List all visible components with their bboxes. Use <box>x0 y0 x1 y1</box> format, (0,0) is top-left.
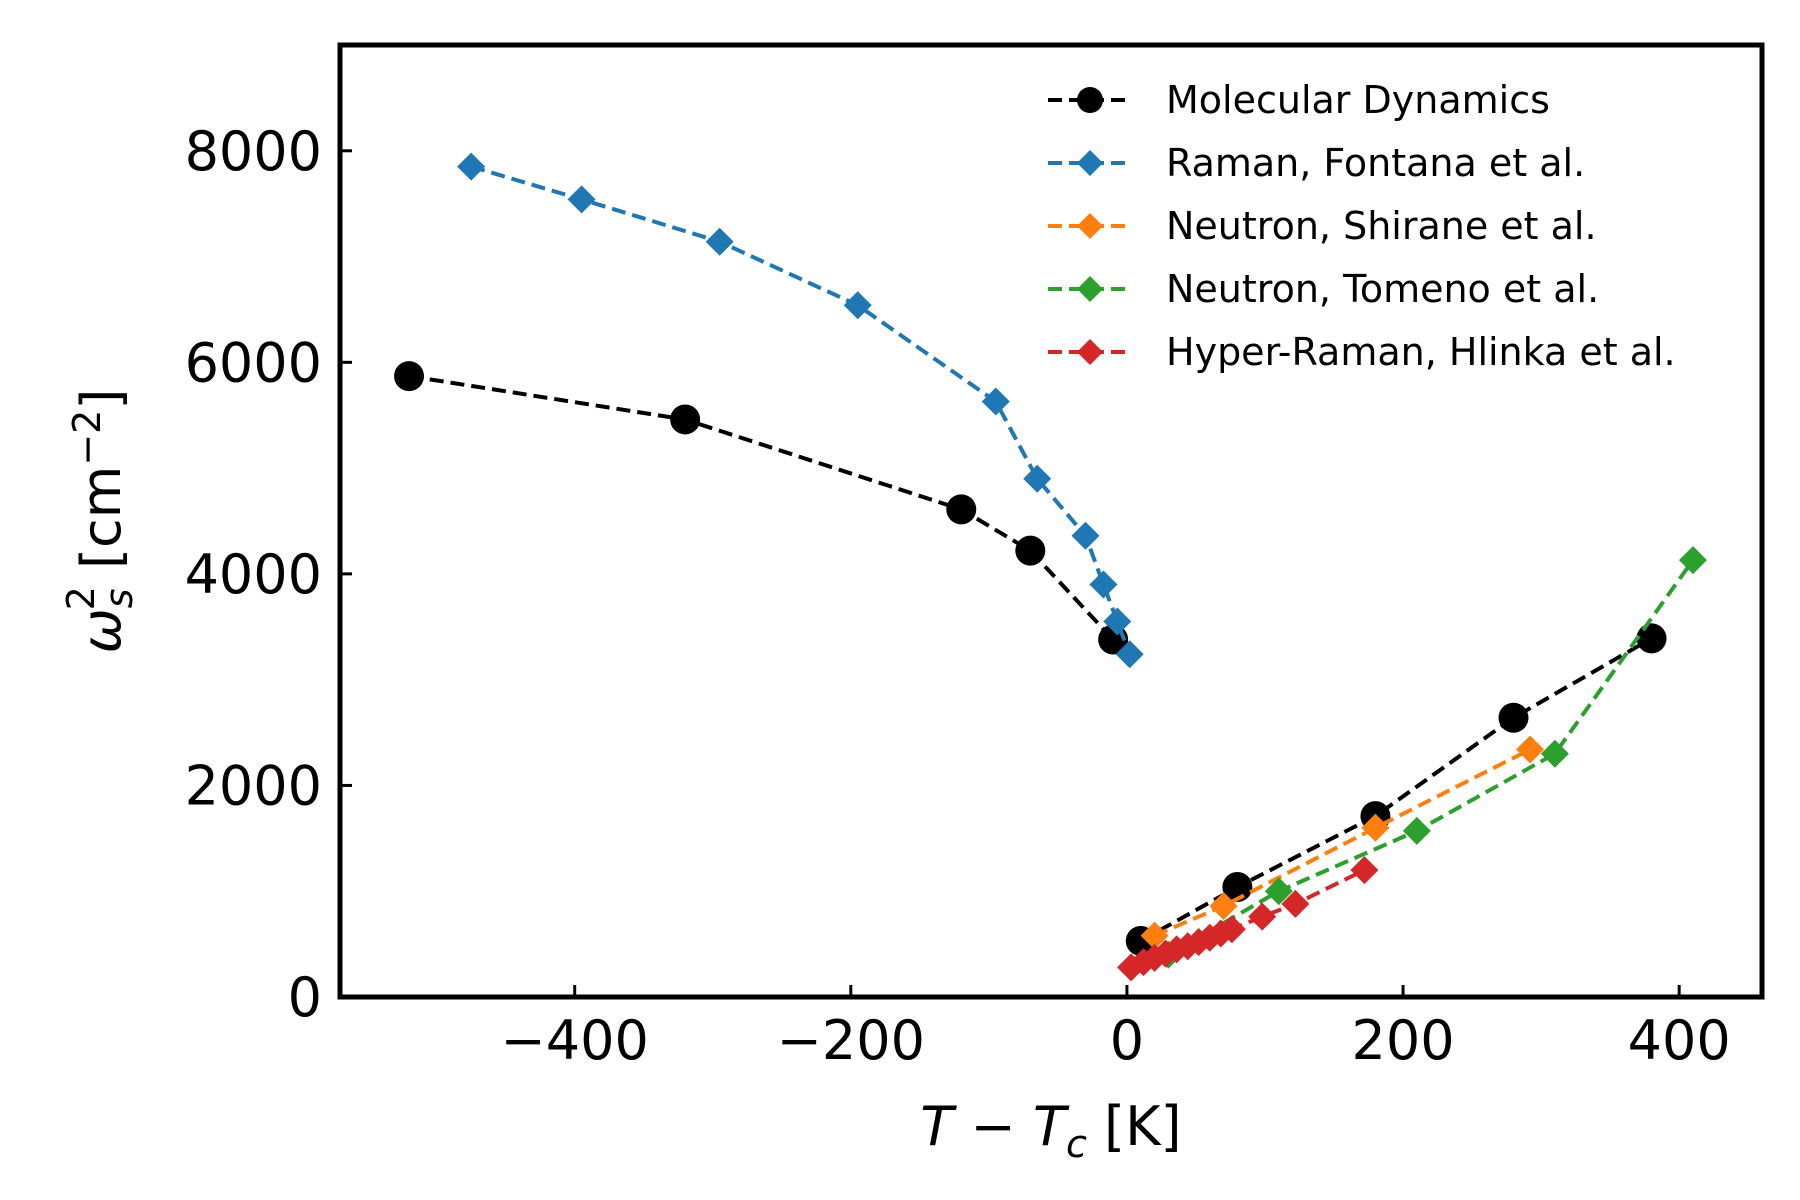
y-tick-label: 0 <box>288 966 322 1029</box>
legend-label: Neutron, Tomeno et al. <box>1166 267 1599 311</box>
data-point <box>567 185 596 214</box>
series-raman-fontana-et-al <box>457 152 1144 669</box>
legend-marker <box>1077 87 1103 113</box>
data-point <box>670 404 701 435</box>
legend-item: Molecular Dynamics <box>1048 78 1550 122</box>
series-line <box>1153 747 1532 938</box>
legend-label: Hyper-Raman, Hlinka et al. <box>1166 330 1676 374</box>
data-point <box>1209 892 1238 921</box>
data-point <box>1264 877 1293 906</box>
data-point <box>1071 521 1100 550</box>
x-tick-label: 0 <box>1110 1009 1144 1072</box>
y-tick-label: 8000 <box>185 120 322 183</box>
x-axis-label: T − Tc [K] <box>920 1095 1181 1166</box>
data-point <box>1361 813 1390 842</box>
legend-label: Raman, Fontana et al. <box>1166 141 1585 185</box>
data-point <box>1115 640 1144 669</box>
data-point <box>1350 856 1379 885</box>
data-point <box>1636 623 1667 654</box>
data-point <box>843 291 872 320</box>
legend-item: Hyper-Raman, Hlinka et al. <box>1048 330 1676 374</box>
x-tick-label: −400 <box>501 1009 649 1072</box>
legend: Molecular Dynamics Raman, Fontana et al. N… <box>1048 78 1676 374</box>
legend-marker <box>1077 276 1103 302</box>
legend-item: Raman, Fontana et al. <box>1048 141 1585 185</box>
data-point <box>1015 535 1046 566</box>
data-point <box>981 387 1010 416</box>
y-axis-label: ωs2 [cm−2] <box>59 389 141 654</box>
data-point <box>1540 739 1569 768</box>
data-point <box>1402 816 1431 845</box>
data-point <box>1678 546 1707 575</box>
legend-item: Neutron, Tomeno et al. <box>1048 267 1599 311</box>
x-tick-label: −200 <box>777 1009 925 1072</box>
x-tick-label: 200 <box>1352 1009 1455 1072</box>
data-point <box>946 494 977 525</box>
legend-item: Neutron, Shirane et al. <box>1048 204 1597 248</box>
data-point <box>705 227 734 256</box>
data-point <box>1140 921 1169 950</box>
series-neutron-shirane-et-al <box>1140 735 1545 950</box>
data-point <box>1217 915 1246 944</box>
y-tick-label: 2000 <box>185 754 322 817</box>
data-point <box>1498 702 1529 733</box>
data-point <box>457 152 486 181</box>
data-point <box>1281 889 1310 918</box>
data-point <box>1089 570 1118 599</box>
data-point <box>1222 871 1253 902</box>
series-hyper-raman-hlinka-et-al <box>1117 856 1379 982</box>
legend-label: Neutron, Shirane et al. <box>1166 204 1597 248</box>
data-point <box>1248 902 1277 931</box>
x-tick-label: 400 <box>1628 1009 1731 1072</box>
legend-marker <box>1077 213 1103 239</box>
y-tick-label: 6000 <box>185 331 322 394</box>
y-tick-label: 4000 <box>185 543 322 606</box>
data-point <box>394 361 425 392</box>
data-point <box>1516 735 1545 764</box>
data-point <box>1023 464 1052 493</box>
legend-marker <box>1077 150 1103 176</box>
series-layer <box>394 152 1707 982</box>
plot-frame <box>337 42 1765 1000</box>
legend-label: Molecular Dynamics <box>1166 78 1550 122</box>
legend-marker <box>1077 339 1103 365</box>
data-point <box>1103 607 1132 636</box>
